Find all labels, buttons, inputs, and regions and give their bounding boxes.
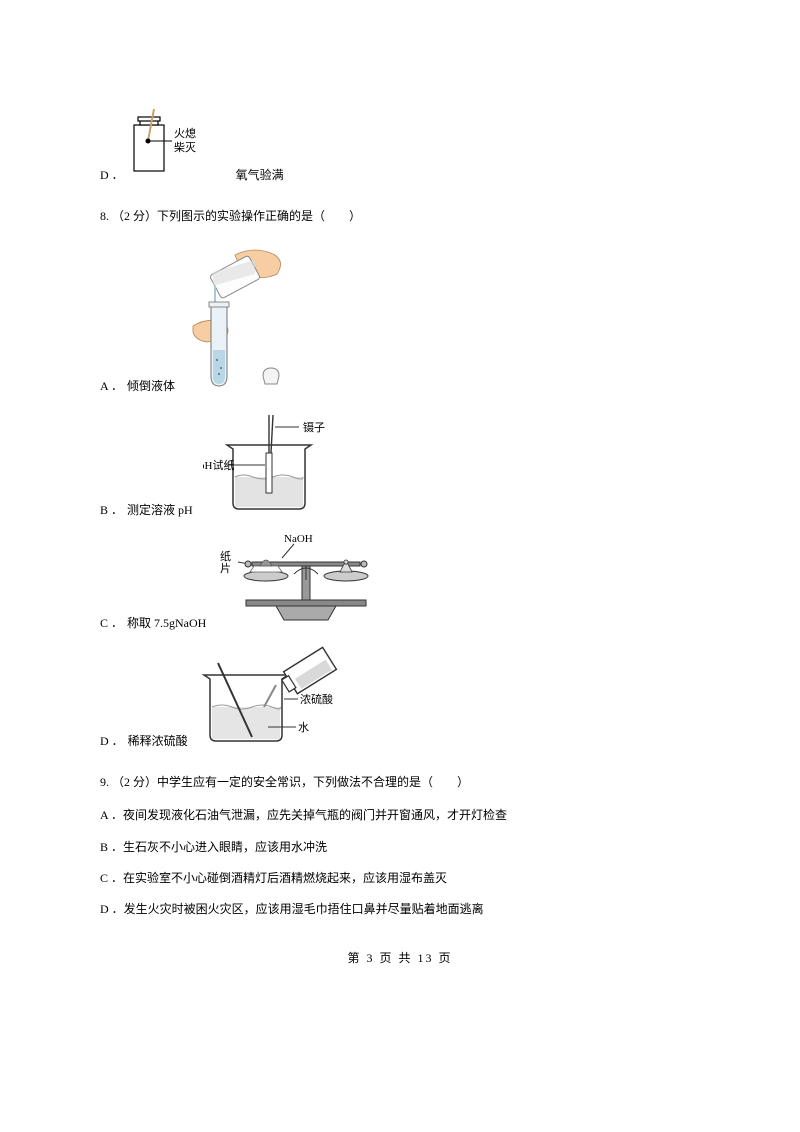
balance-diagram: NaOH 纸 片 [216,532,396,633]
option-text: 倾倒液体 [127,377,175,396]
svg-text:片: 片 [220,562,231,575]
svg-text:水: 水 [298,721,309,734]
q9-option-d: D ．发生火灾时被困火灾区，应该用湿毛巾捂住口鼻并尽量贴着地面逃离 [100,900,700,919]
option-letter: B ． [100,501,123,520]
option-text: 测定溶液 pH [127,501,193,520]
dilute-diagram: 浓硫酸 水 [198,645,358,751]
q9-option-b: B ．生石灰不小心进入眼睛，应该用水冲洗 [100,838,700,857]
q8-option-d: D ． 稀释浓硫酸 浓硫酸 [100,645,700,751]
q8-stem: 8. （2 分）下列图示的实验操作正确的是（ ） [100,207,700,226]
svg-text:纸: 纸 [220,550,231,563]
q9-option-a: A ．夜间发现液化石油气泄漏，应先关掉气瓶的阀门并开窗通风，才开灯检查 [100,806,700,825]
bottle-diagram: 火熄 柴灭 [128,107,228,185]
page-footer: 第 3 页 共 13 页 [100,949,700,966]
option-text: 称取 7.5gNaOH [127,614,206,633]
pouring-diagram [185,240,315,396]
q8-option-a: A ． 倾倒液体 [100,240,700,396]
svg-text:镊子: 镊子 [303,421,325,434]
svg-text:pH试纸: pH试纸 [203,459,234,472]
svg-text:浓硫酸: 浓硫酸 [300,692,333,706]
q8-option-c: C ． 称取 7.5gNaOH NaOH 纸 片 [100,532,700,633]
ph-diagram: 镊子 pH试纸 [203,409,353,520]
q8-option-b: B ． 测定溶液 pH 镊子 pH试纸 [100,409,700,520]
option-letter: C ． [100,614,123,633]
option-letter: D ． [100,166,124,185]
label-top: 火熄 [174,126,196,140]
option-text: 氧气验满 [236,166,284,185]
label-bot: 柴灭 [174,140,196,154]
q9-option-c: C ．在实验室不小心碰倒酒精灯后酒精燃烧起来，应该用湿布盖灭 [100,869,700,888]
q7-option-d: D ． 火熄 柴灭 氧气验满 [100,107,700,185]
q9-stem: 9. （2 分）中学生应有一定的安全常识，下列做法不合理的是（ ） [100,773,700,792]
svg-text:NaOH: NaOH [284,533,313,545]
option-letter: D ． [100,732,124,751]
option-letter: A ． [100,377,123,396]
option-text: 稀释浓硫酸 [128,732,188,751]
